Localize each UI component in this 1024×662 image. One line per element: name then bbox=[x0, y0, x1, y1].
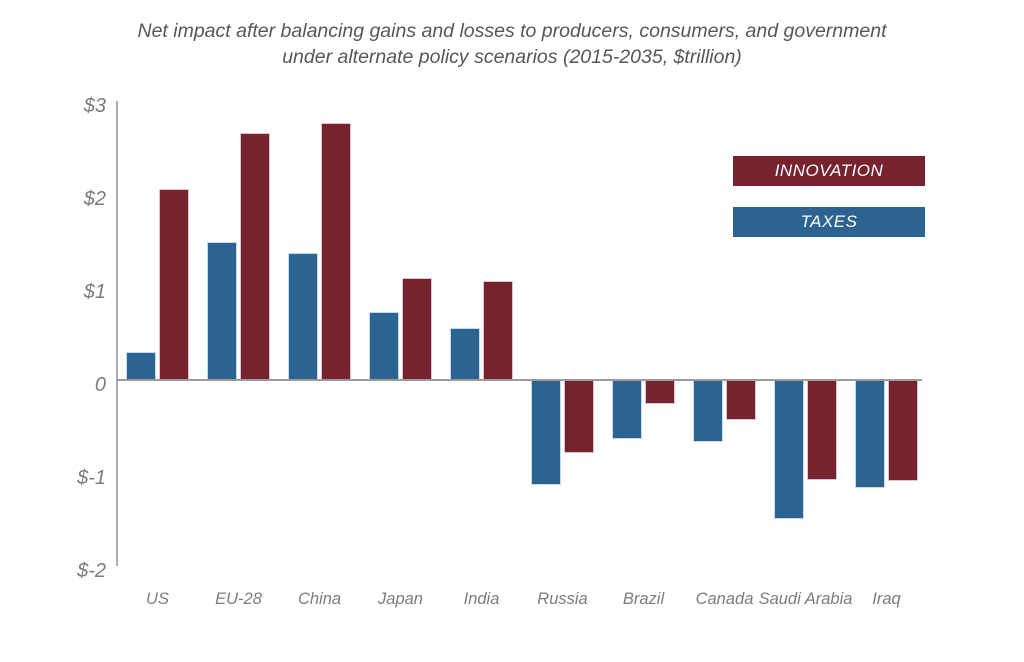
bar-taxes-japan bbox=[369, 312, 399, 380]
y-tick-label-2: $2 bbox=[83, 188, 106, 210]
legend-label-innovation: INNOVATION bbox=[774, 161, 884, 180]
bar-innovation-india bbox=[483, 281, 513, 380]
bar-innovation-iraq bbox=[888, 380, 918, 482]
bar-innovation-us bbox=[159, 189, 189, 380]
x-axis-zero-line bbox=[116, 379, 922, 381]
x-axis-label-japan: Japan bbox=[378, 590, 423, 608]
legend-label-taxes: TAXES bbox=[800, 212, 858, 231]
y-tick-label-0: 0 bbox=[94, 374, 106, 396]
x-axis-label-eu-28: EU-28 bbox=[215, 590, 262, 608]
bar-innovation-china bbox=[321, 123, 351, 380]
bar-taxes-iraq bbox=[855, 380, 885, 488]
bar-innovation-saudi-arabia bbox=[807, 380, 837, 480]
bar-taxes-russia bbox=[531, 380, 561, 486]
bar-innovation-eu-28 bbox=[240, 132, 270, 380]
x-axis-label-brazil: Brazil bbox=[622, 590, 665, 608]
bar-taxes-brazil bbox=[612, 380, 642, 439]
bar-innovation-japan bbox=[402, 277, 432, 380]
bar-taxes-us bbox=[126, 352, 156, 380]
bar-taxes-saudi-arabia bbox=[774, 380, 804, 519]
bar-taxes-india bbox=[450, 327, 480, 380]
x-axis-label-china: China bbox=[297, 590, 342, 608]
bar-taxes-china bbox=[288, 252, 318, 380]
bar-taxes-eu-28 bbox=[207, 242, 237, 380]
y-tick-label-3: $3 bbox=[83, 95, 106, 117]
x-axis-label-russia: Russia bbox=[537, 590, 588, 608]
chart-title: Net impact after balancing gains and los… bbox=[0, 18, 1024, 70]
legend-item-taxes: TAXES bbox=[733, 207, 925, 237]
bar-taxes-canada bbox=[693, 380, 723, 443]
y-tick-label--2: $-2 bbox=[77, 560, 106, 582]
bar-innovation-canada bbox=[726, 380, 756, 420]
x-axis-label-us: US bbox=[146, 590, 169, 608]
x-axis-label-iraq: Iraq bbox=[872, 590, 901, 608]
x-axis-label-canada: Canada bbox=[695, 590, 754, 608]
chart-title-line-2: under alternate policy scenarios (2015-2… bbox=[282, 46, 742, 68]
y-axis-line bbox=[116, 101, 118, 566]
bar-innovation-brazil bbox=[645, 380, 675, 405]
legend-item-innovation: INNOVATION bbox=[733, 156, 925, 186]
bar-innovation-russia bbox=[564, 380, 594, 453]
y-tick-label--1: $-1 bbox=[77, 467, 106, 489]
x-axis-label-saudi-arabia: Saudi Arabia bbox=[758, 590, 853, 608]
chart-title-line-1: Net impact after balancing gains and los… bbox=[137, 20, 887, 42]
x-axis-label-india: India bbox=[463, 590, 500, 608]
y-tick-label-1: $1 bbox=[83, 281, 106, 303]
